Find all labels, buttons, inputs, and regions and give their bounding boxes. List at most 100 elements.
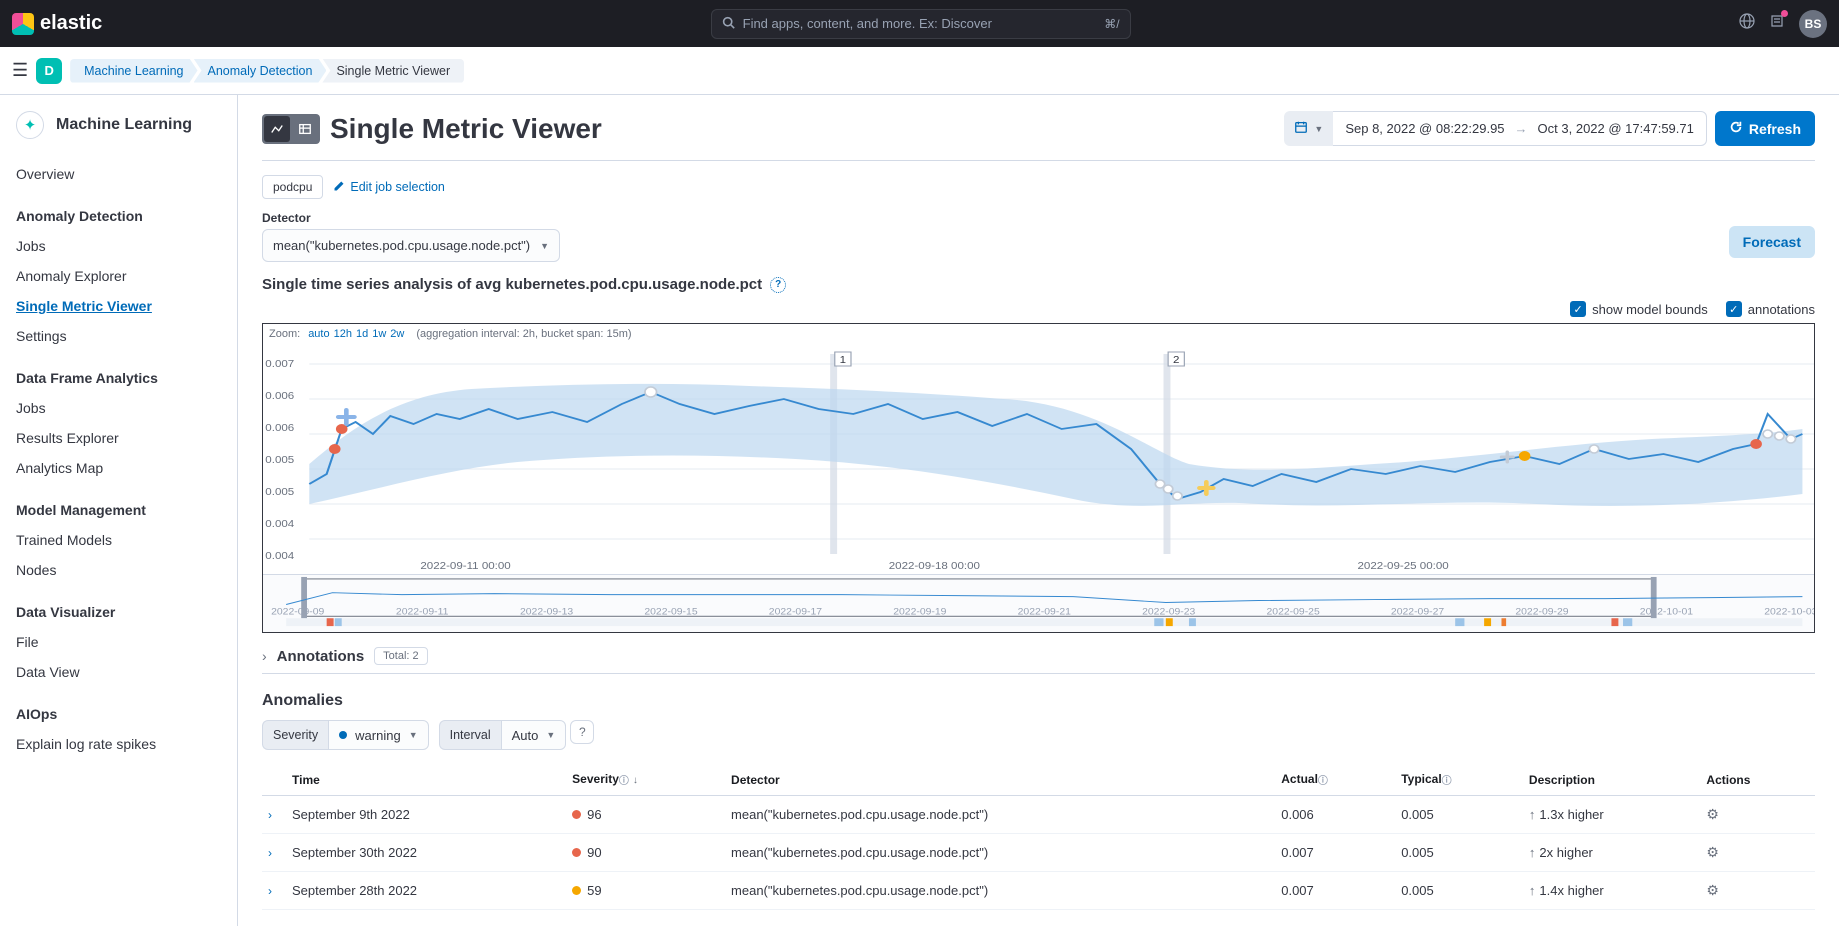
- date-range-display[interactable]: Sep 8, 2022 @ 08:22:29.95 → Oct 3, 2022 …: [1333, 111, 1707, 146]
- breadcrumb-item[interactable]: Machine Learning: [70, 59, 197, 83]
- svg-text:1: 1: [840, 355, 846, 366]
- svg-text:2: 2: [1173, 355, 1179, 366]
- chevron-down-icon: ▼: [546, 730, 555, 740]
- main-chart-area[interactable]: 0.0070.0060.0060.0050.0050.0040.004 1 2: [263, 344, 1814, 574]
- cell-actual: 0.007: [1275, 834, 1395, 872]
- sidebar-item[interactable]: Explain log rate spikes: [16, 729, 221, 759]
- svg-text:0.004: 0.004: [265, 551, 294, 562]
- gear-icon[interactable]: ⚙: [1706, 882, 1719, 898]
- zoom-option[interactable]: auto: [308, 328, 329, 340]
- sidebar-item[interactable]: File: [16, 627, 221, 657]
- svg-text:0.004: 0.004: [265, 519, 294, 530]
- gear-icon[interactable]: ⚙: [1706, 844, 1719, 860]
- sidebar-item[interactable]: Nodes: [16, 555, 221, 585]
- cell-time: September 28th 2022: [286, 872, 566, 910]
- chevron-down-icon: ▼: [1314, 124, 1323, 134]
- col-typical[interactable]: Typicalⓘ: [1395, 764, 1523, 796]
- menu-toggle-icon[interactable]: ☰: [12, 60, 28, 81]
- expand-row-icon[interactable]: ›: [268, 884, 272, 898]
- detector-select[interactable]: mean("kubernetes.pod.cpu.usage.node.pct"…: [262, 229, 560, 262]
- show-annotations-checkbox[interactable]: ✓ annotations: [1726, 301, 1815, 317]
- newsfeed-icon[interactable]: [1769, 13, 1785, 34]
- expand-row-icon[interactable]: ›: [268, 808, 272, 822]
- sidebar-item[interactable]: Settings: [16, 321, 221, 351]
- brand-text: elastic: [40, 12, 102, 35]
- sidebar-group-header: Data Frame Analytics: [16, 363, 221, 393]
- svg-text:0.006: 0.006: [265, 391, 294, 402]
- severity-filter-select[interactable]: warning ▼: [328, 720, 428, 750]
- cell-typical: 0.005: [1395, 796, 1523, 834]
- interval-filter-select[interactable]: Auto ▼: [501, 720, 567, 750]
- show-model-bounds-checkbox[interactable]: ✓ show model bounds: [1570, 301, 1708, 317]
- col-description[interactable]: Description: [1523, 764, 1701, 796]
- zoom-option[interactable]: 1w: [372, 328, 386, 340]
- global-search-input[interactable]: Find apps, content, and more. Ex: Discov…: [711, 9, 1131, 39]
- sidebar-item[interactable]: Jobs: [16, 231, 221, 261]
- sidebar-item[interactable]: Single Metric Viewer: [16, 291, 221, 321]
- job-chip[interactable]: podcpu: [262, 175, 323, 199]
- col-actual[interactable]: Actualⓘ: [1275, 764, 1395, 796]
- svg-text:2022-10-03: 2022-10-03: [1764, 607, 1814, 617]
- series-analysis-title: Single time series analysis of avg kuber…: [262, 276, 1815, 293]
- context-chart[interactable]: 2022-09-092022-09-112022-09-132022-09-15…: [263, 574, 1814, 632]
- cell-actual: 0.006: [1275, 796, 1395, 834]
- globe-icon[interactable]: [1739, 13, 1755, 34]
- col-time[interactable]: Time: [286, 764, 566, 796]
- space-badge[interactable]: D: [36, 58, 62, 84]
- user-avatar[interactable]: BS: [1799, 10, 1827, 38]
- sidebar-item[interactable]: Analytics Map: [16, 453, 221, 483]
- chart-view-icon[interactable]: [264, 116, 290, 142]
- svg-text:2022-09-11 00:00: 2022-09-11 00:00: [420, 561, 510, 572]
- cell-severity: 59: [566, 872, 725, 910]
- svg-text:2022-09-18 00:00: 2022-09-18 00:00: [889, 561, 980, 572]
- chevron-right-icon: ›: [262, 648, 267, 664]
- refresh-button[interactable]: Refresh: [1715, 111, 1815, 146]
- svg-text:2022-09-09: 2022-09-09: [271, 607, 324, 617]
- sidebar-item[interactable]: Results Explorer: [16, 423, 221, 453]
- svg-text:2022-09-25: 2022-09-25: [1267, 607, 1320, 617]
- svg-text:0.005: 0.005: [265, 455, 294, 466]
- sidebar-item[interactable]: Jobs: [16, 393, 221, 423]
- gear-icon[interactable]: ⚙: [1706, 806, 1719, 822]
- svg-text:2022-09-21: 2022-09-21: [1018, 607, 1071, 617]
- view-switcher[interactable]: [262, 114, 320, 144]
- annotations-total: Total: 2: [374, 647, 427, 665]
- divider: [262, 673, 1815, 674]
- edit-job-selection-link[interactable]: Edit job selection: [333, 180, 445, 195]
- sidebar-item-overview[interactable]: Overview: [16, 159, 221, 189]
- help-icon[interactable]: ?: [770, 277, 786, 293]
- series-title-text: Single time series analysis of avg kuber…: [262, 276, 762, 293]
- svg-text:2022-09-27: 2022-09-27: [1391, 607, 1444, 617]
- sidebar-item[interactable]: Data View: [16, 657, 221, 687]
- zoom-option[interactable]: 1d: [356, 328, 368, 340]
- anomalies-table: Time Severityⓘ↓ Detector Actualⓘ Typical…: [262, 764, 1815, 910]
- table-view-icon[interactable]: [292, 116, 318, 142]
- severity-dot-icon: [572, 810, 581, 819]
- svg-text:2022-09-19: 2022-09-19: [893, 607, 946, 617]
- col-severity[interactable]: Severityⓘ↓: [566, 764, 725, 796]
- expand-row-icon[interactable]: ›: [268, 846, 272, 860]
- severity-dot-icon: [339, 731, 347, 739]
- elastic-logo[interactable]: elastic: [12, 12, 102, 35]
- col-actions[interactable]: Actions: [1700, 764, 1815, 796]
- sidebar-item[interactable]: Trained Models: [16, 525, 221, 555]
- svg-text:0.007: 0.007: [265, 359, 294, 370]
- zoom-label: Zoom:: [269, 328, 300, 340]
- annotations-accordion[interactable]: › Annotations Total: 2: [262, 647, 1815, 665]
- forecast-button[interactable]: Forecast: [1729, 226, 1815, 258]
- help-icon[interactable]: ?: [570, 720, 594, 744]
- table-row: ›September 9th 202296mean("kubernetes.po…: [262, 796, 1815, 834]
- cell-detector: mean("kubernetes.pod.cpu.usage.node.pct"…: [725, 796, 1275, 834]
- zoom-option[interactable]: 2w: [390, 328, 404, 340]
- svg-text:2022-09-11: 2022-09-11: [396, 607, 448, 617]
- date-quick-select[interactable]: ▼: [1284, 111, 1333, 146]
- svg-text:2022-09-15: 2022-09-15: [644, 607, 697, 617]
- svg-text:0.006: 0.006: [265, 423, 294, 434]
- breadcrumb-item[interactable]: Anomaly Detection: [194, 59, 327, 83]
- col-detector[interactable]: Detector: [725, 764, 1275, 796]
- topbar-right: BS: [1739, 10, 1827, 38]
- sidebar-item[interactable]: Anomaly Explorer: [16, 261, 221, 291]
- arrow-up-icon: ↑: [1529, 883, 1536, 898]
- refresh-icon: [1729, 120, 1743, 137]
- zoom-option[interactable]: 12h: [334, 328, 352, 340]
